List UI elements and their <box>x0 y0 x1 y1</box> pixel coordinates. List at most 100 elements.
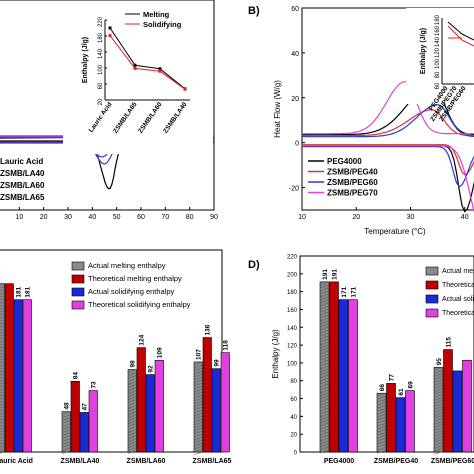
panel-d-data-label: 191 <box>322 269 329 280</box>
panel-a-legend-label: Lauric Acid <box>0 157 43 166</box>
panel-c-bar <box>79 412 89 453</box>
panel-a-x-tick-label: 10 <box>15 214 23 221</box>
panel-c-bar-hatch <box>193 406 203 411</box>
panel-d-data-label: 77 <box>388 374 395 382</box>
panel-d-bar-hatch <box>433 445 444 449</box>
panel-c-bar-hatch <box>0 349 5 352</box>
panel-c-bar-hatch <box>0 313 5 316</box>
panel-d: D) 0 20 40 60 80 100 120 140 160 180 200 220 Enthalp… <box>248 255 474 465</box>
panel-c-bar-hatch <box>61 447 71 451</box>
panel-d-bar-hatch <box>376 392 387 397</box>
panel-c-bar-hatch <box>127 438 137 442</box>
panel-d-bar-hatch <box>319 299 330 304</box>
panel-a-inset-point <box>133 66 137 70</box>
panel-c-bar-hatch <box>61 417 71 421</box>
panel-c-bar-hatch <box>0 394 5 397</box>
panel-c-bar-hatch <box>0 382 5 385</box>
panel-d-bar-hatch <box>319 374 330 379</box>
panel-d-data-label: 115 <box>445 337 452 348</box>
panel-b-y-tick-label: 60 <box>291 6 299 13</box>
panel-c-bar-hatch <box>0 304 5 307</box>
panel-c-category-label: ZSMB/LA65 <box>193 458 232 465</box>
panel-c-bar-hatch <box>0 295 5 298</box>
panel-b-curve-zsmb-peg40-solidifying <box>302 144 474 176</box>
panel-d-bar-hatch <box>433 409 444 413</box>
panel-d-bar-hatch <box>319 287 330 292</box>
panel-c-bar-hatch <box>0 376 5 379</box>
panel-c-bar-hatch <box>0 358 5 361</box>
panel-d-y-tick-label: 80 <box>290 379 297 385</box>
panel-b-legend-label: ZSMB/PEG70 <box>327 189 378 198</box>
panel-b-inset-y-tick-label: 180 <box>435 14 441 25</box>
panel-d-bar <box>433 367 444 453</box>
panel-c-bar-hatch <box>0 334 5 337</box>
panel-c-bar-hatch <box>193 379 203 384</box>
panel-d-legend-label: Actual melting enthalpy <box>442 268 474 275</box>
panel-d-bar-hatch <box>319 329 330 334</box>
panel-c-legend-label: Actual solidifying enthalpy <box>88 287 175 296</box>
panel-d-bar-hatch <box>319 326 330 331</box>
panel-d-bar-hatch <box>433 448 444 452</box>
panel-d-category-label: ZSMB/PEG60 <box>431 458 474 465</box>
panel-a-inset-y-tick-label: 180 <box>98 32 104 43</box>
panel-d-bar-hatch <box>319 428 330 433</box>
panel-d-y-tick-label: 220 <box>287 255 298 261</box>
panel-b-frame <box>301 7 474 211</box>
panel-d-legend-label: Theoretical solidifying enthalpy <box>442 310 474 317</box>
panel-b-legend-label: PEG4000 <box>327 157 362 166</box>
panel-d-bar-hatch <box>376 446 387 451</box>
panel-c-bar-hatch <box>127 441 137 445</box>
panel-c-bar-hatch <box>127 426 137 430</box>
panel-d-bar-hatch <box>433 412 444 416</box>
panel-c-data-label: 98 <box>130 360 137 368</box>
panel-d-bar-hatch <box>376 434 387 439</box>
panel-c-bar-hatch <box>0 319 5 322</box>
panel-d-bar-hatch <box>319 440 330 445</box>
panel-b-y-axis-label: Heat Flow (W/g) <box>273 80 282 138</box>
panel-c-bar <box>211 368 221 453</box>
panel-d-bar-hatch <box>319 395 330 400</box>
panel-c-legend-swatch <box>71 300 85 310</box>
panel-c-bar-hatch <box>0 301 5 304</box>
panel-d-bar-hatch <box>319 389 330 394</box>
panel-d-bar-hatch <box>319 437 330 442</box>
panel-c-data-label: 92 <box>148 365 155 373</box>
panel-c-bar-hatch <box>0 346 5 349</box>
panel-a-legend-label: ZSMB/LA60 <box>0 181 45 190</box>
panel-a-x-tick-label: 40 <box>88 214 96 221</box>
panel-d-bar-hatch <box>433 406 444 410</box>
panel-d-bar-hatch <box>433 451 444 455</box>
panel-d-bar-hatch <box>319 377 330 382</box>
panel-d-bar-hatch <box>433 394 444 398</box>
panel-d-bar-hatch <box>319 344 330 349</box>
panel-d-category-label: ZSMB/PEG40 <box>374 458 418 465</box>
panel-c-legend-swatch <box>71 261 85 271</box>
panel-d-data-label: 61 <box>398 388 405 396</box>
panel-d-bar-hatch <box>319 302 330 307</box>
panel-a-inset-series-line <box>109 35 186 90</box>
panel-c-data-label: 181 <box>16 286 23 297</box>
panel-c-bar-hatch <box>0 379 5 382</box>
panel-label-b: B) <box>248 5 260 17</box>
panel-c-bar-hatch <box>61 438 71 442</box>
panel-d-bar-hatch <box>319 419 330 424</box>
panel-d-bar-hatch <box>433 439 444 443</box>
panel-d-bar-hatch <box>319 431 330 436</box>
panel-d-bar-hatch <box>319 386 330 391</box>
panel-d-bar-hatch <box>319 449 330 454</box>
panel-b-curve-zsmb-peg60-solidifying <box>302 146 474 188</box>
panel-b-inset-y-tick-label: 60 <box>435 82 441 89</box>
panel-d-bar-hatch <box>319 290 330 295</box>
panel-d-y-tick-label: 200 <box>287 272 298 278</box>
panel-c-bar-hatch <box>0 418 5 421</box>
panel-d-bar-hatch <box>433 367 444 371</box>
panel-d-bar-hatch <box>433 418 444 422</box>
panel-c-bar-hatch <box>127 414 137 418</box>
panel-d-data-label: 171 <box>350 286 357 297</box>
panel-c-bar-hatch <box>127 405 137 409</box>
panel-b-inset-y-tick-label: 160 <box>435 25 441 36</box>
panel-c-bar-hatch <box>127 447 137 451</box>
panel-d-bar-hatch <box>433 385 444 389</box>
panel-d-bar-hatch <box>433 370 444 374</box>
